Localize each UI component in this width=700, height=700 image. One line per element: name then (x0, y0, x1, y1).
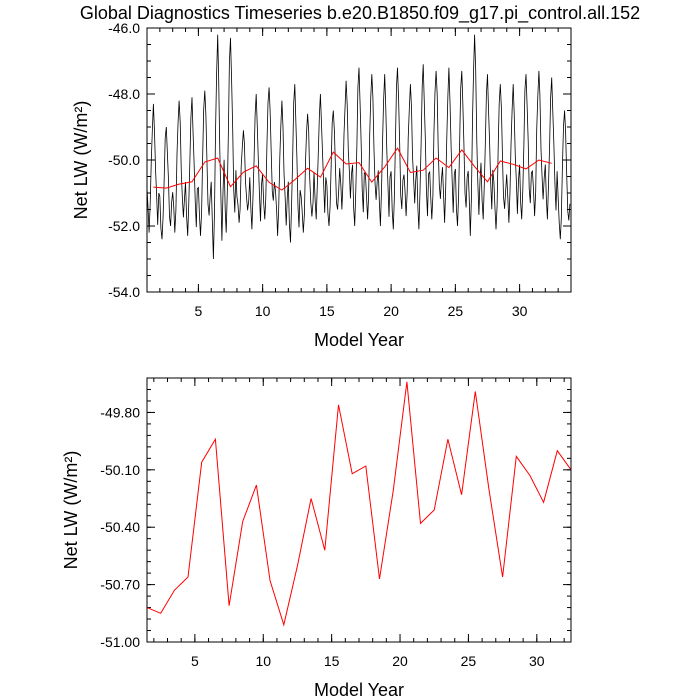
top-x-axis-label: Model Year (314, 330, 404, 350)
top-x-tick-label: 5 (194, 303, 202, 319)
bottom-x-tick-label: 10 (255, 653, 271, 669)
top-x-tick-label: 10 (255, 303, 271, 319)
bottom-annual-series-line (146, 381, 572, 627)
bottom-x-tick-label: 20 (392, 653, 408, 669)
chart-title: Global Diagnostics Timeseries b.e20.B185… (80, 3, 640, 24)
bottom-plot-frame (146, 377, 572, 643)
top-panel: 5 10 15 20 25 30 -54.0 -52.0 -50.0 -48.0 -46.0 Mod… (71, 20, 572, 350)
bottom-x-tick-label: 30 (529, 653, 545, 669)
top-y-tick-label: -50.0 (108, 152, 140, 168)
top-x-tick-label: 30 (512, 303, 528, 319)
top-monthly-series-line (146, 34, 571, 260)
bottom-x-tick-label: 25 (461, 653, 477, 669)
top-annual-series-line (153, 147, 552, 191)
bottom-y-tick-label: -50.70 (100, 577, 140, 593)
bottom-y-tick-label: -50.40 (100, 519, 140, 535)
bottom-x-axis-label: Model Year (314, 680, 404, 700)
bottom-panel: 5 10 15 20 25 30 -51.00 -50.70 -50.40 -50.10 -49.8… (61, 377, 572, 700)
bottom-x-tick-label: 5 (191, 653, 199, 669)
top-x-tick-label: 15 (319, 303, 335, 319)
top-plot-frame (146, 27, 572, 293)
top-x-tick-label: 20 (383, 303, 399, 319)
top-x-tick-label: 25 (448, 303, 464, 319)
top-y-tick-label: -52.0 (108, 218, 140, 234)
top-y-tick-label: -54.0 (108, 284, 140, 300)
top-y-tick-label: -46.0 (108, 20, 140, 36)
bottom-y-tick-label: -50.10 (100, 462, 140, 478)
bottom-y-axis-label: Net LW (W/m²) (61, 451, 81, 570)
top-y-axis-label: Net LW (W/m²) (71, 101, 91, 220)
top-y-tick-label: -48.0 (108, 86, 140, 102)
bottom-x-tick-label: 15 (324, 653, 340, 669)
bottom-y-tick-label: -51.00 (100, 634, 140, 650)
bottom-y-tick-label: -49.80 (100, 404, 140, 420)
